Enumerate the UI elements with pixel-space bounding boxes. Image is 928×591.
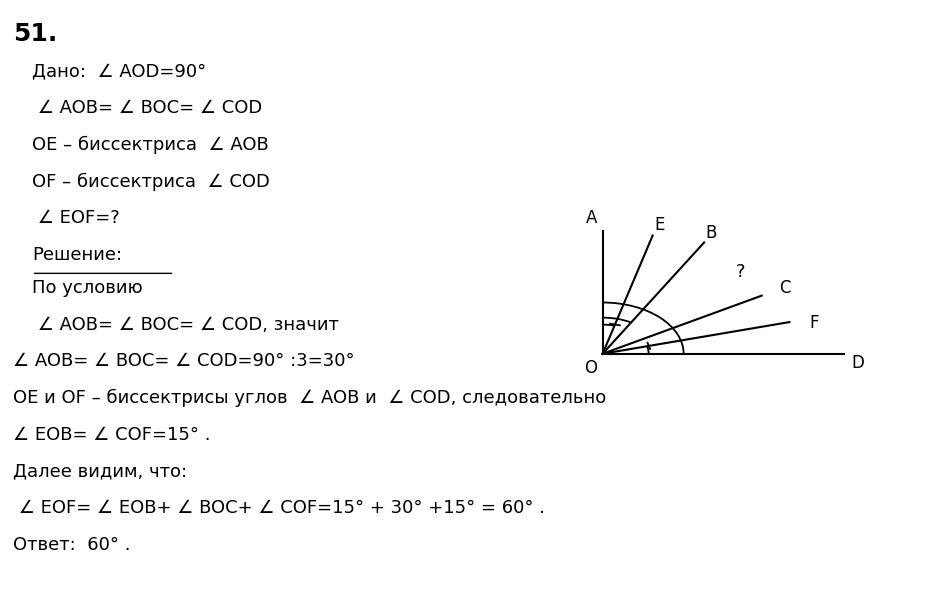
Text: OE и OF – биссектрисы углов  ∠ AOB и  ∠ COD, следовательно: OE и OF – биссектрисы углов ∠ AOB и ∠ CO… — [13, 389, 606, 407]
Text: OF – биссектриса  ∠ COD: OF – биссектриса ∠ COD — [32, 173, 269, 191]
Text: Решение:: Решение: — [32, 246, 122, 264]
Text: F: F — [808, 314, 818, 332]
Text: По условию: По условию — [32, 279, 142, 297]
Text: ∠ EOF=?: ∠ EOF=? — [32, 209, 120, 228]
Text: O: O — [584, 359, 597, 377]
Text: ?: ? — [735, 263, 744, 281]
Text: ∠ AOB= ∠ BOC= ∠ COD: ∠ AOB= ∠ BOC= ∠ COD — [32, 99, 262, 117]
Text: OE – биссектриса  ∠ AOB: OE – биссектриса ∠ AOB — [32, 136, 268, 154]
Text: ∠ AOB= ∠ BOC= ∠ COD, значит: ∠ AOB= ∠ BOC= ∠ COD, значит — [32, 316, 339, 334]
Text: ∠ EOB= ∠ COF=15° .: ∠ EOB= ∠ COF=15° . — [13, 426, 211, 444]
Text: D: D — [851, 353, 864, 372]
Text: ∠ EOF= ∠ EOB+ ∠ BOC+ ∠ COF=15° + 30° +15° = 60° .: ∠ EOF= ∠ EOB+ ∠ BOC+ ∠ COF=15° + 30° +15… — [13, 499, 545, 517]
Text: Ответ:  60° .: Ответ: 60° . — [13, 536, 131, 554]
Text: A: A — [586, 209, 597, 227]
Text: ∠ AOB= ∠ BOC= ∠ COD=90° :3=30°: ∠ AOB= ∠ BOC= ∠ COD=90° :3=30° — [13, 352, 354, 371]
Text: Далее видим, что:: Далее видим, что: — [13, 463, 187, 480]
Text: B: B — [705, 224, 716, 242]
Text: 51.: 51. — [13, 22, 58, 46]
Text: E: E — [653, 216, 664, 234]
Text: Дано:  ∠ AOD=90°: Дано: ∠ AOD=90° — [32, 63, 206, 80]
Text: C: C — [778, 280, 790, 297]
